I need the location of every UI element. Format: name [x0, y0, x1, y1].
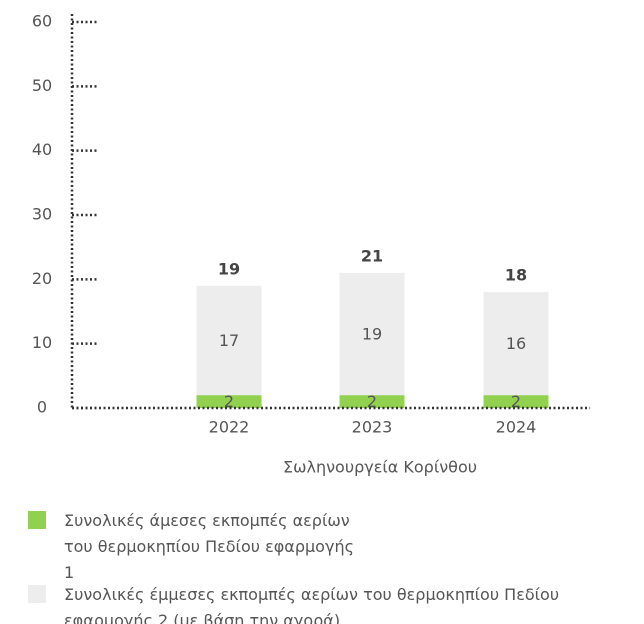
- x-axis-label: Σωληνουργεία Κορίνθου: [283, 458, 477, 477]
- value-label: 2: [367, 392, 377, 411]
- x-tick-label: 2023: [352, 418, 393, 437]
- legend-swatch: [28, 511, 46, 529]
- y-tick-label: 40: [32, 140, 52, 159]
- y-tick-label: 60: [32, 12, 52, 31]
- legend-label: Συνολικές έμμεσες εκπομπές αερίων του θε…: [64, 585, 560, 624]
- value-label: 2: [511, 392, 521, 411]
- x-tick-label: 2022: [209, 418, 250, 437]
- value-label: 16: [506, 334, 526, 353]
- y-tick-label: 50: [32, 76, 52, 95]
- legend-item: Συνολικές άμεσες εκπομπές αερίων του θερ…: [28, 508, 364, 586]
- bar-segment: [483, 292, 549, 396]
- x-tick-label: 2024: [496, 418, 537, 437]
- total-label: 18: [505, 266, 527, 285]
- value-label: 17: [219, 331, 239, 350]
- bar-segment: [339, 272, 405, 396]
- legend-item: Συνολικές έμμεσες εκπομπές αερίων του θε…: [28, 582, 644, 624]
- chart: Σωληνουργεία Κορίνθου 0 10 20 30 40 50 60 2022 2…: [32, 12, 590, 477]
- legend-swatch: [28, 585, 46, 603]
- y-tick-label: 0: [37, 398, 47, 417]
- y-tick-label: 10: [32, 333, 52, 352]
- bar-segment: [196, 395, 262, 408]
- y-tick-label: 20: [32, 269, 52, 288]
- bar-segment: [483, 395, 549, 408]
- total-label: 21: [361, 246, 383, 265]
- bar-segment: [196, 285, 262, 396]
- y-tick-label: 30: [32, 205, 52, 224]
- legend-label: Συνολικές άμεσες εκπομπές αερίων του θερ…: [64, 511, 354, 582]
- bar-segment: [339, 395, 405, 408]
- total-label: 19: [218, 259, 240, 278]
- value-label: 2: [224, 392, 234, 411]
- value-label: 19: [362, 325, 382, 344]
